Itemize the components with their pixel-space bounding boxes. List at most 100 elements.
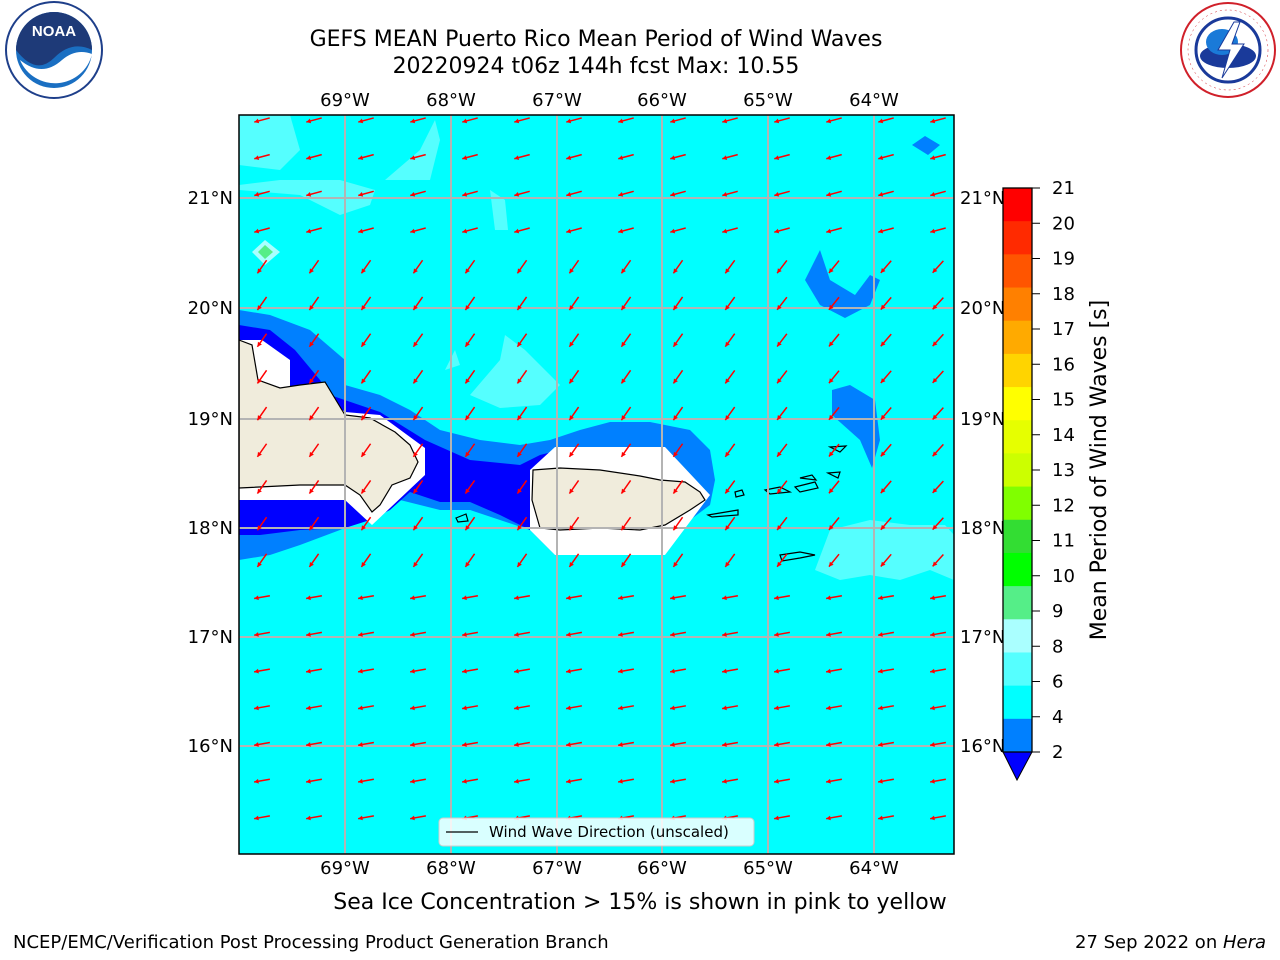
wave-arrow-head — [413, 378, 418, 384]
colorbar-tick-label: 12 — [1052, 495, 1075, 516]
wave-arrow-head — [930, 632, 935, 637]
wave-arrow-head — [932, 304, 938, 310]
chart-title: GEFS MEAN Puerto Rico Mean Period of Win… — [309, 27, 883, 52]
wave-arrow-head — [306, 705, 311, 711]
wave-arrow-head — [777, 561, 782, 567]
colorbar-segment — [1003, 320, 1032, 355]
wave-arrow-head — [517, 341, 522, 347]
wave-arrow-head — [618, 705, 623, 711]
wave-arrow-head — [670, 228, 676, 234]
lat-label-right: 20°N — [960, 298, 1005, 319]
wave-arrow-head — [465, 305, 470, 311]
wave-arrow-head — [566, 192, 572, 197]
wave-arrow-head — [670, 778, 675, 784]
colorbar-label: Mean Period of Wind Waves [s] — [1087, 300, 1112, 640]
wave-arrow-head — [257, 488, 262, 494]
wave-arrow-head — [618, 742, 623, 747]
nws-logo — [1180, 2, 1276, 98]
wave-arrow-head — [257, 525, 262, 531]
wave-arrow-head — [725, 268, 730, 274]
wave-arrow-head — [673, 378, 678, 384]
wave-arrow-head — [930, 192, 936, 197]
wave-arrow-head — [722, 155, 728, 160]
wave-arrow-head — [309, 341, 314, 347]
wave-arrow-head — [930, 815, 935, 821]
wave-arrow-head — [361, 341, 366, 347]
wave-arrow-head — [569, 488, 574, 494]
wave-arrow-head — [621, 451, 626, 457]
wave-arrow-head — [569, 525, 574, 531]
period-contour-light — [239, 115, 954, 580]
wave-arrow-head — [621, 268, 626, 274]
wave-arrow-head — [930, 228, 936, 234]
wave-arrow-head — [673, 415, 678, 421]
date-text: 27 Sep 2022 on — [1075, 932, 1223, 953]
wave-arrow-head — [618, 155, 624, 160]
wave-arrow-head — [306, 815, 311, 821]
wave-arrow-head — [410, 742, 415, 747]
wave-arrow-head — [725, 378, 730, 384]
lat-label-right: 18°N — [960, 518, 1005, 539]
wave-arrow-head — [878, 192, 884, 197]
wave-arrow-head — [878, 228, 884, 234]
wave-arrow-head — [932, 488, 938, 493]
wave-arrow-head — [462, 705, 467, 711]
wave-arrow-head — [722, 228, 728, 234]
wave-arrow-head — [514, 118, 520, 124]
lon-label-bottom: 68°W — [426, 858, 476, 879]
wave-arrow-head — [410, 815, 415, 821]
lat-label-left: 20°N — [188, 298, 233, 319]
wave-arrow-head — [930, 778, 935, 784]
wave-arrow-head — [725, 561, 730, 567]
wave-arrow-head — [358, 778, 363, 784]
wave-arrow-head — [621, 488, 626, 494]
lat-label-left: 21°N — [188, 188, 233, 209]
wave-arrow-head — [254, 118, 260, 124]
wave-arrow-head — [774, 742, 779, 747]
wave-arrow-head — [930, 595, 935, 601]
wave-arrow-head — [358, 192, 364, 197]
wave-arrow-head — [621, 561, 626, 567]
colorbar-under-triangle — [1002, 751, 1033, 782]
colorbar-segment — [1003, 353, 1032, 388]
colorbar-tick-label: 11 — [1052, 531, 1075, 552]
colorbar-tick-label: 17 — [1052, 319, 1075, 340]
colorbar-segment — [1003, 486, 1032, 521]
wave-arrow-head — [254, 742, 259, 747]
wave-arrow-head — [725, 305, 730, 310]
colorbar-tick-label: 10 — [1052, 566, 1075, 587]
lon-labels: 69°W 68°W 67°W 66°W 65°W 64°W 69°W 68°W … — [320, 90, 899, 879]
colorbar-tick-label: 16 — [1052, 354, 1075, 375]
lat-label-left: 17°N — [188, 627, 233, 648]
wave-arrow-head — [880, 451, 886, 457]
wave-arrow-head — [257, 341, 262, 347]
lat-label-left: 16°N — [188, 736, 233, 757]
wave-arrow-head — [462, 632, 467, 637]
wave-arrow-head — [462, 192, 468, 197]
wave-arrow-head — [257, 415, 262, 421]
wave-arrow-head — [670, 705, 675, 711]
wave-arrow-head — [462, 228, 468, 234]
machine-name: Hera — [1222, 932, 1266, 953]
map-gridlines — [239, 115, 954, 854]
colorbar-segment — [1003, 254, 1032, 289]
wave-arrow-head — [254, 632, 259, 637]
wave-arrow-head — [309, 268, 314, 274]
lon-label-bottom: 67°W — [532, 858, 582, 879]
wave-arrow-head — [777, 451, 782, 457]
wave-arrow-head — [358, 668, 363, 674]
lon-label-bottom: 69°W — [320, 858, 370, 879]
wave-arrow-head — [826, 632, 831, 637]
wave-arrow-head — [670, 155, 676, 160]
wave-arrow-head — [826, 668, 831, 674]
colorbar-segment — [1003, 619, 1032, 653]
wave-arrow-head — [828, 414, 834, 420]
wave-arrow-head — [413, 305, 418, 311]
colorbar-segment — [1003, 420, 1032, 454]
wave-arrow-head — [361, 415, 366, 421]
wave-arrow-head — [777, 268, 782, 274]
wave-arrow-head — [517, 451, 522, 457]
wave-arrow-head — [722, 668, 727, 674]
wave-arrow-head — [932, 451, 938, 457]
wave-arrow-head — [828, 451, 834, 457]
